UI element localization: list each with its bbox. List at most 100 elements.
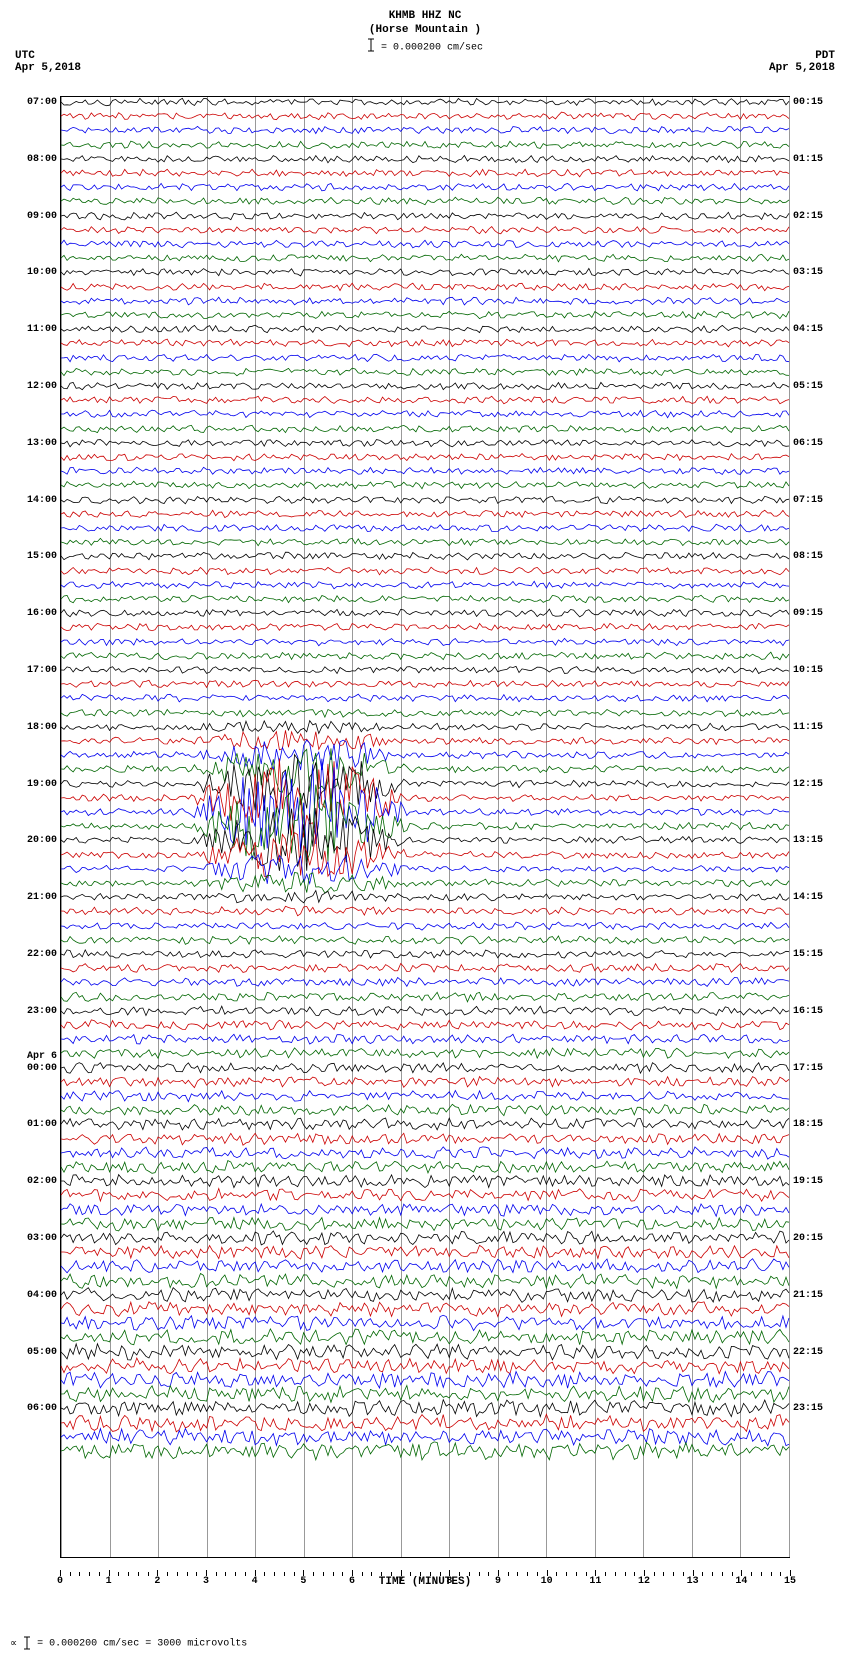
time-label-left: 13:00 — [13, 438, 57, 449]
x-minor-tick — [615, 1572, 616, 1576]
x-minor-tick — [128, 1572, 129, 1576]
x-tick: 0 — [57, 1576, 63, 1587]
time-label-right: 09:15 — [793, 608, 835, 619]
time-label-left: 05:00 — [13, 1347, 57, 1358]
x-minor-tick — [488, 1572, 489, 1576]
time-label-right: 23:15 — [793, 1403, 835, 1414]
x-minor-tick — [673, 1572, 674, 1576]
time-label-right: 00:15 — [793, 97, 835, 108]
x-minor-tick — [391, 1572, 392, 1576]
x-minor-tick — [625, 1572, 626, 1576]
time-label-left: 02:00 — [13, 1176, 57, 1187]
time-label-right: 06:15 — [793, 438, 835, 449]
time-label-left: 07:00 — [13, 97, 57, 108]
time-label-right: 13:15 — [793, 835, 835, 846]
time-label-left: 22:00 — [13, 949, 57, 960]
time-label-right: 21:15 — [793, 1290, 835, 1301]
x-tick: 5 — [300, 1576, 306, 1587]
x-tick: 3 — [203, 1576, 209, 1587]
x-minor-tick — [371, 1572, 372, 1576]
time-label-left: 08:00 — [13, 154, 57, 165]
x-axis-label: TIME (MINUTES) — [60, 1576, 790, 1588]
x-minor-tick — [381, 1572, 382, 1576]
time-label-right: 07:15 — [793, 495, 835, 506]
x-minor-tick — [732, 1572, 733, 1576]
x-tick: 7 — [398, 1576, 404, 1587]
time-label-right: 12:15 — [793, 779, 835, 790]
x-minor-tick — [780, 1572, 781, 1576]
time-label-right: 15:15 — [793, 949, 835, 960]
x-tick: 2 — [154, 1576, 160, 1587]
x-minor-tick — [294, 1572, 295, 1576]
x-minor-tick — [722, 1572, 723, 1576]
x-minor-tick — [284, 1572, 285, 1576]
x-minor-tick — [89, 1572, 90, 1576]
x-minor-tick — [410, 1572, 411, 1576]
x-minor-tick — [313, 1572, 314, 1576]
x-minor-tick — [566, 1572, 567, 1576]
x-minor-tick — [274, 1572, 275, 1576]
x-tick: 10 — [541, 1576, 553, 1587]
x-minor-tick — [586, 1572, 587, 1576]
x-minor-tick — [469, 1572, 470, 1576]
x-minor-tick — [333, 1572, 334, 1576]
x-minor-tick — [634, 1572, 635, 1576]
x-minor-tick — [245, 1572, 246, 1576]
x-tick: 6 — [349, 1576, 355, 1587]
time-label-right: 03:15 — [793, 267, 835, 278]
timezone-right: PDT — [815, 50, 835, 62]
x-minor-tick — [508, 1572, 509, 1576]
x-minor-tick — [187, 1572, 188, 1576]
time-label-left: 16:00 — [13, 608, 57, 619]
x-minor-tick — [771, 1572, 772, 1576]
x-tick: 12 — [638, 1576, 650, 1587]
x-axis: TIME (MINUTES) 0123456789101112131415 — [60, 1576, 790, 1616]
x-minor-tick — [225, 1572, 226, 1576]
x-minor-tick — [235, 1572, 236, 1576]
scale-bar-icon: ∝ — [10, 1639, 37, 1650]
time-label-right: 02:15 — [793, 211, 835, 222]
x-minor-tick — [70, 1572, 71, 1576]
x-minor-tick — [79, 1572, 80, 1576]
x-minor-tick — [323, 1572, 324, 1576]
x-minor-tick — [537, 1572, 538, 1576]
x-minor-tick — [683, 1572, 684, 1576]
x-minor-tick — [663, 1572, 664, 1576]
time-label-left: 15:00 — [13, 551, 57, 562]
station-code: KHMB HHZ NC — [10, 10, 840, 22]
x-minor-tick — [264, 1572, 265, 1576]
time-label-left: 10:00 — [13, 267, 57, 278]
footer-text: = 0.000200 cm/sec = 3000 microvolts — [37, 1639, 247, 1650]
x-tick: 15 — [784, 1576, 796, 1587]
x-minor-tick — [440, 1572, 441, 1576]
time-label-left: 06:00 — [13, 1403, 57, 1414]
time-label-left: 09:00 — [13, 211, 57, 222]
time-label-left: 20:00 — [13, 835, 57, 846]
x-minor-tick — [479, 1572, 480, 1576]
time-label-left: 11:00 — [13, 324, 57, 335]
x-minor-tick — [556, 1572, 557, 1576]
time-label-left: 04:00 — [13, 1290, 57, 1301]
x-minor-tick — [527, 1572, 528, 1576]
time-label-right: 14:15 — [793, 892, 835, 903]
x-minor-tick — [420, 1572, 421, 1576]
time-label-right: 22:15 — [793, 1347, 835, 1358]
x-minor-tick — [216, 1572, 217, 1576]
time-label-left: 17:00 — [13, 665, 57, 676]
x-minor-tick — [167, 1572, 168, 1576]
x-minor-tick — [576, 1572, 577, 1576]
x-minor-tick — [196, 1572, 197, 1576]
time-label-right: 08:15 — [793, 551, 835, 562]
station-location: (Horse Mountain ) — [10, 24, 840, 36]
time-label-right: 18:15 — [793, 1119, 835, 1130]
time-label-left: 18:00 — [13, 722, 57, 733]
x-minor-tick — [605, 1572, 606, 1576]
grid-line — [789, 97, 790, 1557]
x-tick: 11 — [589, 1576, 601, 1587]
time-label-left: 12:00 — [13, 381, 57, 392]
timezone-left: UTC — [15, 50, 35, 62]
time-label-right: 17:15 — [793, 1063, 835, 1074]
x-minor-tick — [362, 1572, 363, 1576]
x-minor-tick — [99, 1572, 100, 1576]
x-tick: 9 — [495, 1576, 501, 1587]
